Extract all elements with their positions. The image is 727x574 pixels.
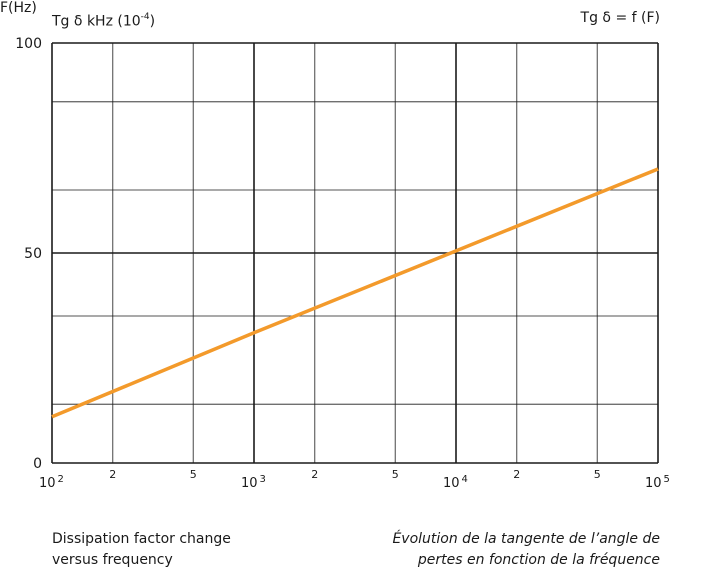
- x-tick-label: 2: [109, 468, 116, 481]
- x-tick-label: 2: [311, 468, 318, 481]
- x-tick-label: 10 4: [443, 474, 468, 491]
- caption-english: Dissipation factor change versus frequen…: [52, 529, 282, 571]
- x-tick-label: 10 2: [39, 474, 64, 491]
- x-tick-label: 10 3: [241, 474, 266, 491]
- x-tick-label: 5: [392, 468, 399, 481]
- series-group: [51, 167, 659, 419]
- x-tick-label: 10 5: [645, 474, 670, 491]
- y-tick-labels: 0 50 100: [15, 36, 42, 472]
- y-tick-label: 0: [33, 456, 42, 472]
- caption-english-line-2: versus frequency: [52, 552, 173, 568]
- series-line: [51, 167, 659, 419]
- caption-french-line-1: Évolution de la tangente de l’angle de: [392, 531, 660, 547]
- x-tick-label: 5: [594, 468, 601, 481]
- x-tick-label: 2: [513, 468, 520, 481]
- y-tick-label: 50: [24, 246, 42, 262]
- function-label: Tg δ = f (F): [580, 10, 660, 26]
- caption-english-line-1: Dissipation factor change: [52, 531, 231, 547]
- x-tick-labels: 10 2 2 5 10 3 2 5 10 4 2 5 10 5: [39, 468, 670, 491]
- grid: [51, 42, 659, 464]
- caption-french-line-2: pertes en fonction de la fréquence: [417, 552, 660, 568]
- x-axis-unit: F(Hz): [0, 0, 37, 16]
- caption-french: Évolution de la tangente de l’angle de p…: [340, 529, 660, 571]
- y-axis-title: Tg δ kHz (10-4): [52, 12, 156, 30]
- y-tick-label: 100: [15, 36, 42, 52]
- x-tick-label: 5: [190, 468, 197, 481]
